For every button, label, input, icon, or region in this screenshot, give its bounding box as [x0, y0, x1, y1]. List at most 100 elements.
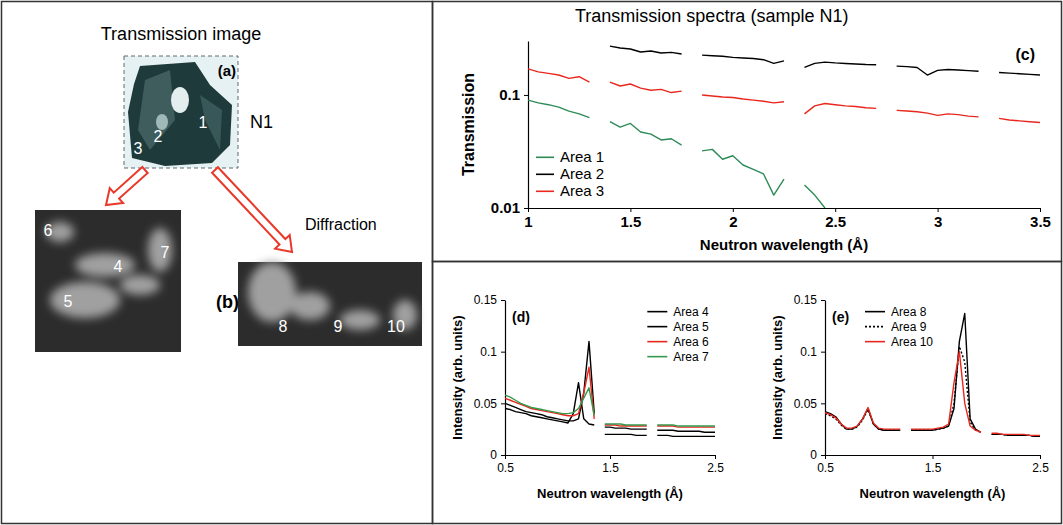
x-axis-tick-label: 2.5	[825, 213, 846, 230]
legend-swatch	[647, 341, 667, 343]
legend-label: Area 1	[560, 148, 604, 165]
image-frame	[124, 56, 238, 168]
x-axis-tick-label: 0.5	[817, 461, 834, 475]
y-axis-tick-mark	[524, 95, 528, 96]
x-axis-tick: 2	[729, 208, 737, 230]
area-label: 8	[279, 318, 288, 335]
legend: Area 1Area 2Area 3	[536, 148, 604, 199]
x-axis-line	[529, 208, 1041, 209]
legend-swatch	[536, 157, 554, 159]
crystal-shade	[138, 70, 175, 150]
arrow	[106, 167, 148, 205]
x-axis-title: Neutron wavelength (Å)	[860, 486, 1006, 501]
legend-swatch	[865, 311, 885, 313]
legend-label: Area 7	[673, 350, 709, 364]
x-axis-tick: 3	[934, 208, 942, 230]
y-axis-tick: 0.1	[499, 86, 528, 103]
y-axis-tick-mark	[501, 352, 505, 353]
panel-letter: (b)	[216, 292, 239, 312]
figure: Transmission image(a)N11234567(b)Diffrac…	[0, 0, 1063, 525]
crystal	[128, 62, 232, 166]
panel-title: Diffraction	[305, 216, 377, 233]
legend-label: Area 4	[673, 305, 709, 319]
legend-entry: Area 4	[647, 305, 709, 319]
area-label: 10	[387, 318, 405, 335]
y-axis-tick-label: 0.15	[794, 293, 818, 307]
area-label: 1	[199, 114, 208, 131]
diffraction-blob	[75, 253, 135, 277]
legend-swatch	[536, 174, 554, 176]
legend-label: Area 3	[560, 182, 604, 199]
legend-entry: Area 6	[647, 335, 709, 349]
diffraction-image	[35, 210, 181, 352]
area-label: 3	[134, 140, 143, 157]
crystal-bright	[171, 87, 189, 113]
y-axis: 00.050.10.15	[474, 293, 506, 462]
panel-frame	[433, 262, 1062, 524]
panel-letter: (a)	[218, 62, 236, 79]
diffraction-blob	[340, 310, 380, 330]
panel-letter: (c)	[1015, 46, 1035, 63]
y-axis-tick: 0.01	[491, 199, 528, 216]
arrow	[212, 167, 292, 252]
area-label: 4	[114, 258, 123, 275]
image-panel: Transmission image(a)N11234567(b)Diffrac…	[35, 24, 422, 352]
x-axis-tick-label: 1.5	[620, 213, 641, 230]
x-axis-tick-label: 1.5	[925, 461, 942, 475]
x-axis-tick-mark	[528, 208, 529, 212]
series-line	[528, 69, 1040, 123]
x-axis-tick: 2.5	[707, 455, 724, 475]
plot-area	[528, 46, 1040, 208]
panel-letter: (d)	[512, 309, 530, 325]
series-line	[825, 352, 1040, 436]
legend-entry: Area 8	[865, 305, 927, 319]
series-line	[505, 367, 715, 427]
panel-title: Transmission image	[101, 24, 261, 44]
series-line	[825, 313, 1040, 436]
x-axis-tick-label: 2	[729, 213, 737, 230]
y-axis-line	[825, 301, 826, 456]
legend-entry: Area 10	[865, 335, 933, 349]
legend-label: Area 10	[891, 335, 933, 349]
legend: Area 4Area 5Area 6Area 7	[647, 305, 709, 364]
x-axis-tick-mark	[1040, 455, 1041, 459]
y-axis-tick: 0.15	[794, 293, 825, 307]
x-axis-tick: 2.5	[1032, 455, 1049, 475]
x-axis-tick: 2.5	[825, 208, 846, 230]
y-axis-tick-mark	[501, 403, 505, 404]
x-axis-tick: 0.5	[497, 455, 514, 475]
y-axis-tick-label: 0.1	[480, 345, 497, 359]
legend-entry: Area 7	[647, 350, 709, 364]
x-axis-tick: 1.5	[620, 208, 641, 230]
area-label: 5	[64, 293, 73, 310]
series-line	[505, 341, 715, 436]
area-label: 9	[334, 318, 343, 335]
diffraction-blob	[290, 292, 330, 320]
y-axis: 0.01 0.1	[491, 42, 529, 217]
panel-frame	[2, 2, 433, 524]
chart: 0.51.52.500.050.10.15Neutron wavelength …	[450, 293, 724, 501]
y-axis-tick-label: 0	[810, 448, 817, 462]
y-axis-line	[528, 42, 529, 209]
x-axis: 0.5 1.5 2.5	[497, 455, 724, 475]
x-axis-title: Neutron wavelength (Å)	[537, 486, 683, 501]
y-axis-tick-label: 0.1	[499, 86, 520, 103]
y-axis-tick: 0.1	[480, 345, 505, 359]
y-axis-tick: 0.05	[794, 397, 825, 411]
legend-label: Area 8	[891, 305, 927, 319]
legend-entry: Area 2	[536, 165, 604, 182]
x-axis-tick-mark	[825, 455, 826, 459]
y-axis-tick-mark	[821, 352, 825, 353]
y-axis-tick: 0.1	[800, 345, 825, 359]
y-axis-tick-mark	[524, 208, 528, 209]
legend-entry: Area 5	[647, 320, 709, 334]
legend-swatch	[865, 341, 885, 343]
diffraction-blob	[248, 262, 296, 322]
plot-area	[825, 313, 1040, 436]
x-axis: 0.5 1.5 2.5	[817, 455, 1049, 475]
chart-title: Transmission spectra (sample N1)	[575, 6, 848, 26]
x-axis-tick-label: 3.5	[1030, 213, 1051, 230]
x-axis-tick: 1.5	[602, 455, 619, 475]
x-axis-tick-mark	[610, 455, 611, 459]
y-axis-tick-label: 0.05	[474, 397, 498, 411]
